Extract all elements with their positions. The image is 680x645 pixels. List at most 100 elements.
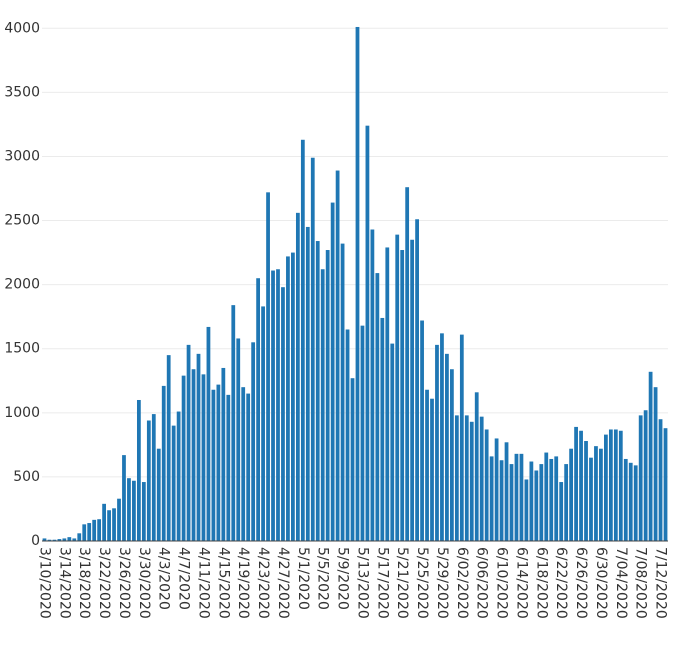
bar xyxy=(77,533,82,541)
bar xyxy=(474,392,479,541)
bar xyxy=(544,452,549,541)
bar xyxy=(559,482,564,541)
bar xyxy=(385,247,390,541)
x-tick-label: 6/02/2020 xyxy=(454,547,470,619)
x-tick-label: 4/27/2020 xyxy=(275,547,291,619)
bar xyxy=(569,448,574,541)
x-tick-label: 7/08/2020 xyxy=(633,547,649,619)
bar xyxy=(534,470,539,541)
bar xyxy=(464,415,469,541)
bar xyxy=(410,239,415,541)
bar xyxy=(286,256,290,541)
bar xyxy=(375,273,380,541)
x-tick-label: 6/10/2020 xyxy=(494,547,510,619)
x-tick-label: 6/14/2020 xyxy=(513,547,529,619)
bar xyxy=(390,343,395,541)
y-tick-label: 500 xyxy=(13,469,40,485)
x-tick-label: 5/13/2020 xyxy=(354,547,370,619)
x-tick-label: 4/3/2020 xyxy=(156,547,172,610)
bar xyxy=(599,448,603,541)
bar xyxy=(350,378,355,541)
bar xyxy=(310,157,315,542)
x-tick-label: 5/9/2020 xyxy=(335,547,351,610)
bar xyxy=(186,344,191,541)
x-tick-label: 6/22/2020 xyxy=(553,547,569,619)
bar xyxy=(256,278,261,541)
x-tick-label: 3/18/2020 xyxy=(76,547,92,619)
bar xyxy=(246,393,251,541)
bar xyxy=(291,252,295,542)
bar xyxy=(618,430,623,541)
bar xyxy=(132,480,136,541)
bar xyxy=(395,234,400,541)
bar xyxy=(196,353,201,541)
bar xyxy=(151,414,156,541)
bar xyxy=(112,508,116,541)
bar xyxy=(574,426,578,541)
bar xyxy=(445,353,449,541)
bar xyxy=(97,519,102,541)
bar xyxy=(539,464,544,541)
x-tick-label: 3/10/2020 xyxy=(36,547,52,619)
bar xyxy=(236,338,241,541)
bar xyxy=(425,389,429,541)
bar xyxy=(608,429,613,541)
bar xyxy=(613,429,618,541)
bar xyxy=(663,428,668,541)
y-tick-label: 3500 xyxy=(4,84,40,100)
bar xyxy=(628,462,633,541)
bar xyxy=(325,250,330,541)
bar xyxy=(181,375,186,541)
y-tick-label: 1000 xyxy=(4,405,40,421)
bar xyxy=(52,539,57,541)
bar xyxy=(484,429,489,541)
y-tick-label: 0 xyxy=(31,533,40,549)
bar xyxy=(435,344,439,541)
bar xyxy=(221,367,226,541)
bar xyxy=(117,498,121,541)
bar xyxy=(400,250,405,541)
bar xyxy=(340,243,345,541)
bar xyxy=(499,460,504,541)
x-tick-label: 5/29/2020 xyxy=(434,547,450,619)
bar xyxy=(161,385,166,541)
bar xyxy=(82,524,87,541)
bar xyxy=(251,342,256,541)
bar xyxy=(405,187,410,542)
bar xyxy=(136,399,141,541)
bar xyxy=(107,510,111,541)
bar xyxy=(156,448,161,541)
bar xyxy=(579,430,583,541)
bar xyxy=(72,538,77,541)
y-tick-label: 3000 xyxy=(4,148,40,164)
bar xyxy=(87,523,92,541)
x-tick-label: 3/26/2020 xyxy=(116,547,132,619)
bar xyxy=(469,421,474,541)
bar xyxy=(594,446,598,541)
bar xyxy=(171,425,176,541)
bar xyxy=(549,458,554,541)
bar xyxy=(623,458,628,541)
x-tick-label: 6/06/2020 xyxy=(474,547,490,619)
bar xyxy=(638,415,643,541)
bar xyxy=(479,416,484,541)
bar xyxy=(489,456,494,541)
bar xyxy=(166,355,171,541)
bar xyxy=(370,229,375,541)
bar xyxy=(281,287,285,541)
bar xyxy=(658,419,663,541)
bar xyxy=(335,170,340,541)
x-tick-label: 4/11/2020 xyxy=(195,547,211,619)
bar xyxy=(67,537,72,541)
bar xyxy=(122,455,126,541)
bar xyxy=(440,333,444,541)
x-tick-label: 7/04/2020 xyxy=(613,547,629,619)
x-tick-label: 4/15/2020 xyxy=(215,547,231,619)
y-tick-label: 4000 xyxy=(4,20,40,36)
x-tick-label: 6/30/2020 xyxy=(593,547,609,619)
y-tick-label: 2000 xyxy=(4,277,40,293)
bar xyxy=(127,478,131,541)
bar xyxy=(360,325,365,541)
bar xyxy=(604,434,608,541)
